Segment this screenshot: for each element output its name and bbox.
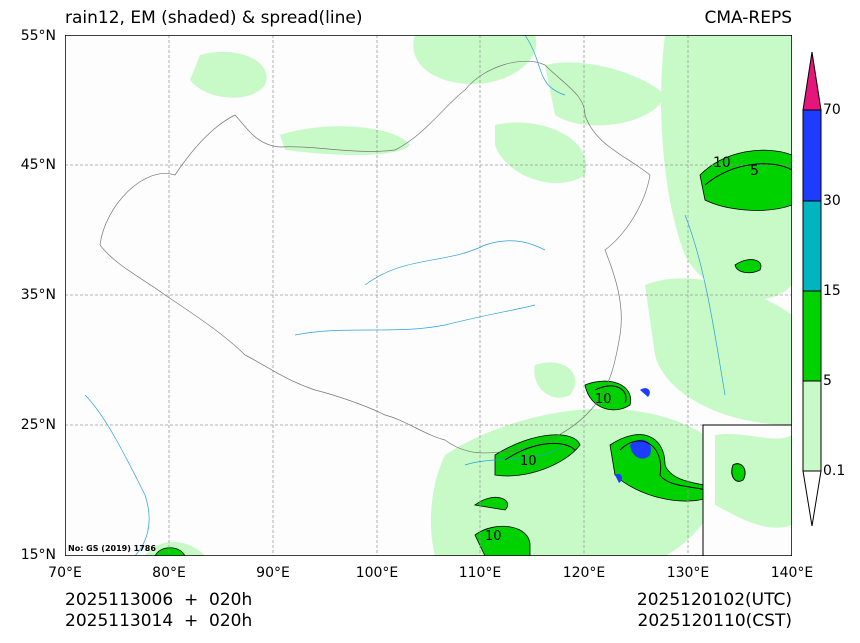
y-tick-label: 45°N [20, 157, 56, 173]
x-tick-label: 100°E [355, 565, 399, 581]
approval-note: No: GS (2019) 1786 [68, 544, 156, 553]
init-time-cst: 2025113014 + 020h [65, 611, 253, 631]
model-name: CMA-REPS [704, 8, 792, 28]
x-tick-label: 140°E [770, 565, 814, 581]
gridlines [65, 35, 792, 556]
colorbar-label: 30 [823, 193, 841, 209]
colorbar-label: 0.1 [823, 463, 846, 479]
country-border [99, 60, 651, 454]
rivers-coastlines [84, 35, 726, 556]
colorbar-label: 5 [823, 373, 832, 389]
x-tick-label: 70°E [48, 565, 82, 581]
contour-label: 10 [485, 529, 502, 544]
y-tick-label: 15°N [20, 547, 56, 563]
colorbar-label: 70 [823, 102, 841, 118]
valid-time-utc: 2025120102(UTC) [636, 590, 792, 610]
colorbar-15-30 [802, 200, 822, 292]
contour-label: 10 [713, 155, 731, 171]
colorbar-under [802, 470, 822, 527]
x-tick-label: 120°E [562, 565, 606, 581]
colorbar [802, 51, 822, 527]
x-tick-label: 130°E [666, 565, 710, 581]
y-tick-label: 25°N [20, 417, 56, 433]
colorbar-30-70 [802, 109, 822, 202]
contour-label: 5 [750, 163, 759, 179]
init-time-utc: 2025113006 + 020h [65, 590, 253, 610]
x-tick-label: 90°E [256, 565, 290, 581]
x-tick-label: 80°E [152, 565, 186, 581]
x-tick-label: 110°E [458, 565, 502, 581]
chart-title: rain12, EM (shaded) & spread(line) [65, 8, 363, 28]
colorbar-label: 15 [823, 283, 841, 299]
y-tick-label: 35°N [20, 287, 56, 303]
colorbar-over [802, 51, 822, 111]
light-rain-areas [145, 35, 792, 556]
colorbar-5-15 [802, 290, 822, 382]
contour-label: 10 [520, 454, 537, 469]
contour-label: 10 [595, 392, 612, 407]
colorbar-01-5 [802, 380, 822, 472]
valid-time-cst: 2025120110(CST) [637, 611, 792, 631]
y-tick-label: 55°N [20, 28, 56, 44]
inset-map-south-china-sea [702, 424, 792, 556]
heavy-rain-areas [615, 388, 651, 483]
spread-contours [504, 163, 792, 494]
precipitation-map: 10 5 10 10 10 No: GS (2019) 1786 [65, 35, 792, 556]
